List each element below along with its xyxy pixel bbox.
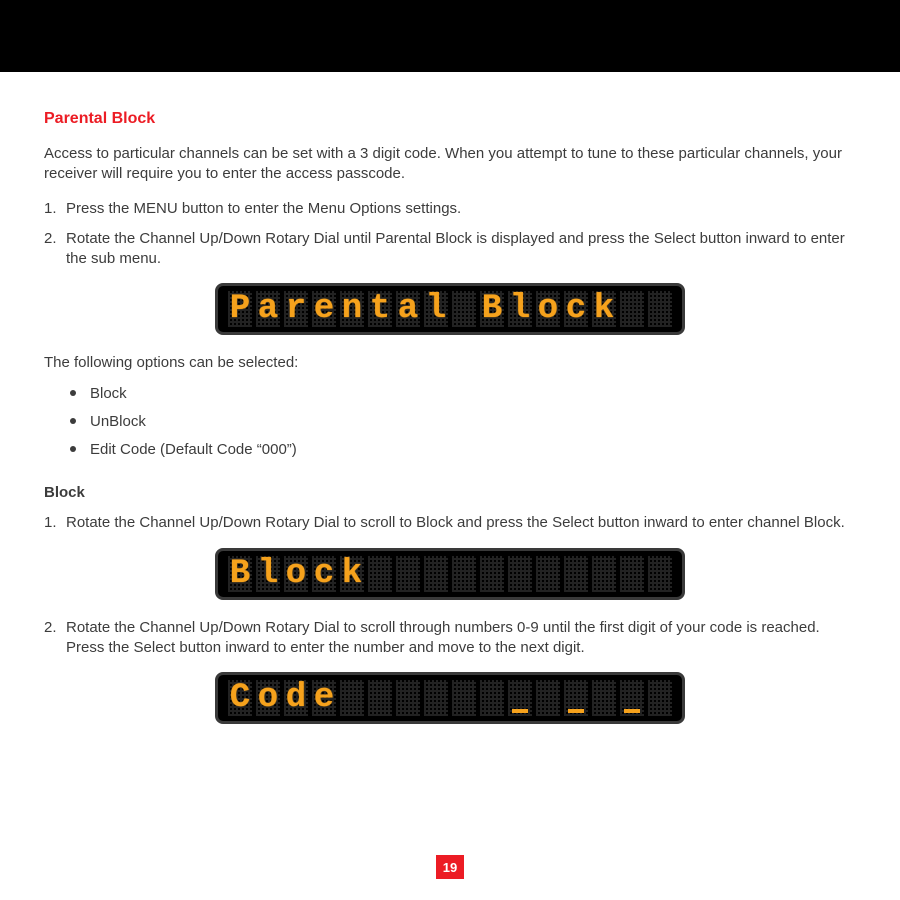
led-char: d [286,681,306,715]
led-char: B [230,557,250,591]
page-number-wrap: 19 [0,855,900,879]
led-char: k [594,292,614,326]
step-item: Rotate the Channel Up/Down Rotary Dial t… [44,618,856,659]
led-char: a [258,292,278,326]
led-cell: l [256,556,280,592]
led-char: r [286,292,306,326]
led-cell [564,556,588,592]
led-cell [620,556,644,592]
step-item: Press the MENU button to enter the Menu … [44,199,856,219]
led-cell [452,291,476,327]
led-cell: a [256,291,280,327]
led-cursor [568,709,584,713]
led-char: e [314,681,334,715]
led-cell: t [368,291,392,327]
led-display-3-wrap: Code [44,672,856,724]
led-cell: c [312,556,336,592]
led-cell: e [312,680,336,716]
led-cell [508,556,532,592]
led-char: o [258,681,278,715]
led-char: l [426,292,446,326]
led-char: C [230,681,250,715]
page-content: Parental Block Access to particular chan… [0,72,900,724]
led-cursor [624,709,640,713]
led-cell: k [592,291,616,327]
sub-heading-block: Block [44,484,856,501]
led-char: l [258,557,278,591]
led-cell [368,680,392,716]
led-char: k [342,557,362,591]
led-display-parental-block: ParentalBlock [215,283,685,335]
led-char: B [482,292,502,326]
led-cell [620,291,644,327]
led-cell [480,556,504,592]
led-display-code: Code [215,672,685,724]
led-char: P [230,292,250,326]
led-cell: o [536,291,560,327]
led-cell: l [424,291,448,327]
page-number: 19 [436,855,464,879]
led-cell [452,680,476,716]
steps-block-a: Rotate the Channel Up/Down Rotary Dial t… [44,513,856,533]
led-cell [508,680,532,716]
led-cell [648,680,672,716]
led-display-1-wrap: ParentalBlock [44,283,856,335]
led-cell [424,680,448,716]
steps-intro: Press the MENU button to enter the Menu … [44,199,856,270]
led-cell: d [284,680,308,716]
led-cell [648,291,672,327]
led-cell: n [340,291,364,327]
led-cell: P [228,291,252,327]
led-cursor [512,709,528,713]
led-cell: r [284,291,308,327]
led-char: o [538,292,558,326]
led-cell [564,680,588,716]
led-cell [620,680,644,716]
led-cell [592,680,616,716]
led-char: c [566,292,586,326]
led-cell: o [256,680,280,716]
led-cell: e [312,291,336,327]
step-item: Rotate the Channel Up/Down Rotary Dial u… [44,229,856,270]
led-cell: c [564,291,588,327]
led-cell [480,680,504,716]
options-list: Block UnBlock Edit Code (Default Code “0… [70,384,856,461]
led-cell [452,556,476,592]
led-cell [368,556,392,592]
option-item: UnBlock [70,412,856,432]
led-cell [396,556,420,592]
top-bar [0,0,900,72]
led-display-2-wrap: Block [44,548,856,600]
led-char: t [370,292,390,326]
step-item: Rotate the Channel Up/Down Rotary Dial t… [44,513,856,533]
led-cell [396,680,420,716]
led-cell [424,556,448,592]
page-title: Parental Block [44,110,856,128]
led-cell [592,556,616,592]
led-cell [340,680,364,716]
option-item: Edit Code (Default Code “000”) [70,440,856,460]
steps-block-b: Rotate the Channel Up/Down Rotary Dial t… [44,618,856,659]
led-char: n [342,292,362,326]
options-intro: The following options can be selected: [44,353,856,373]
led-cell [648,556,672,592]
led-cell: k [340,556,364,592]
led-cell: B [480,291,504,327]
led-char: c [314,557,334,591]
intro-paragraph: Access to particular channels can be set… [44,144,856,185]
led-cell: B [228,556,252,592]
led-char: l [510,292,530,326]
led-char: a [398,292,418,326]
led-cell [536,556,560,592]
led-cell: C [228,680,252,716]
led-cell [536,680,560,716]
led-display-block: Block [215,548,685,600]
led-char: e [314,292,334,326]
option-item: Block [70,384,856,404]
led-cell: a [396,291,420,327]
led-char: o [286,557,306,591]
led-cell: l [508,291,532,327]
led-cell: o [284,556,308,592]
